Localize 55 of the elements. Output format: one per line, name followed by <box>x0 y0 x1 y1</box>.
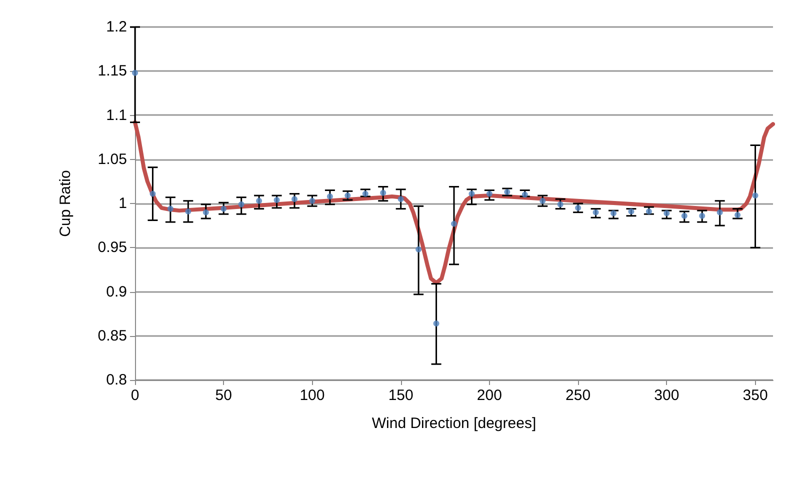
point <box>132 70 138 76</box>
y-tick-label: 0.8 <box>106 372 127 388</box>
point <box>220 206 227 212</box>
point <box>451 220 457 227</box>
point <box>150 190 156 197</box>
point <box>540 198 546 204</box>
point <box>292 196 298 202</box>
point <box>504 189 510 196</box>
point <box>734 212 741 218</box>
point <box>398 196 404 202</box>
x-tick-label: 100 <box>300 387 325 404</box>
y-tick-label: 1.2 <box>106 18 127 36</box>
point <box>185 208 192 214</box>
y-tick-label: 0.9 <box>106 283 127 300</box>
y-tick-label: 1.05 <box>98 150 127 168</box>
point <box>309 198 316 204</box>
x-tick-label: 200 <box>476 387 502 404</box>
point <box>752 192 758 199</box>
point <box>416 246 422 252</box>
point <box>557 201 564 208</box>
point <box>167 206 174 212</box>
point <box>326 193 333 200</box>
line-series <box>133 120 775 285</box>
y-tick-label: 1.15 <box>98 62 127 80</box>
point <box>256 198 262 204</box>
point <box>592 209 599 216</box>
y-tick-label: 0.85 <box>98 327 127 344</box>
x-tick-label: 0 <box>130 387 140 404</box>
y-tick-label: 1.1 <box>106 106 127 124</box>
point <box>238 201 244 208</box>
point <box>380 190 386 196</box>
point <box>468 190 475 197</box>
point <box>486 190 492 197</box>
point <box>274 196 280 203</box>
point <box>716 209 723 216</box>
point <box>522 192 528 198</box>
x-tick-label: 250 <box>566 387 591 404</box>
y-axis-title: Cup Ratio <box>57 170 74 237</box>
x-tick-label: 300 <box>654 387 680 404</box>
x-axis-title: Wind Direction [degrees] <box>372 415 536 432</box>
point <box>575 204 582 211</box>
point <box>202 209 209 216</box>
point <box>681 212 688 219</box>
x-tick-label: 350 <box>742 387 768 404</box>
point <box>664 210 670 216</box>
point <box>646 208 652 214</box>
point <box>699 212 706 219</box>
y-tick-label: 1 <box>118 195 127 212</box>
point <box>362 190 368 197</box>
point <box>433 320 440 327</box>
point <box>628 208 634 214</box>
x-tick-label: 150 <box>388 387 414 404</box>
point <box>344 192 351 199</box>
y-tick-label: 0.95 <box>98 239 127 256</box>
x-tick-label: 50 <box>215 387 232 404</box>
